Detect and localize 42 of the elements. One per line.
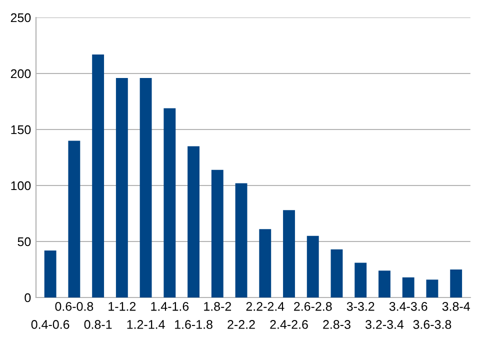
bar	[164, 108, 176, 298]
bar	[68, 140, 80, 298]
x-tick-label: 2.6-2.8	[294, 302, 332, 311]
x-tick-label: 3-3.2	[346, 302, 374, 311]
bar	[92, 54, 104, 298]
bar	[306, 236, 319, 298]
x-tick-label: 1.6-1.8	[175, 320, 212, 329]
x-tick-label: 0.8-1	[84, 320, 112, 329]
bar	[426, 280, 438, 298]
x-tick-label: 1.2-1.4	[127, 320, 165, 329]
x-tick-label: 0.4-0.6	[31, 320, 70, 329]
x-tick-label: 1.8-2	[204, 302, 232, 311]
bar	[259, 229, 272, 298]
bar	[44, 250, 56, 298]
x-tick-label: 3.6-3.8	[413, 320, 452, 329]
x-tick-label: 1.4-1.6	[151, 302, 189, 311]
x-tick-label: 3.8-4	[442, 302, 470, 311]
bar	[283, 210, 295, 298]
x-tick-label: 2.8-3	[323, 320, 350, 329]
bar	[330, 249, 343, 298]
y-tick-label: 50	[18, 237, 31, 246]
y-tick-label: 200	[10, 69, 31, 78]
bar	[211, 170, 224, 298]
bar	[235, 183, 248, 298]
x-tick-label: 2.2-2.4	[246, 302, 284, 311]
bar	[116, 78, 128, 298]
bar	[188, 146, 200, 298]
bar	[354, 262, 367, 298]
x-tick-label: 3.4-3.6	[389, 302, 428, 311]
bar	[378, 270, 390, 298]
y-tick-label: 100	[11, 181, 31, 190]
x-tick-label: 1-1.2	[108, 302, 136, 311]
bar	[140, 78, 152, 298]
x-tick-label: 2-2.2	[228, 320, 255, 329]
x-tick-label: 2.4-2.6	[270, 320, 308, 329]
bar	[450, 270, 462, 298]
y-tick-label: 250	[10, 13, 31, 22]
x-tick-label: 0.6-0.8	[55, 302, 94, 311]
x-tick-label: 3.2-3.4	[365, 320, 404, 329]
y-tick-label: 150	[11, 125, 31, 134]
y-tick-label: 0	[24, 293, 31, 302]
bar	[402, 277, 414, 298]
